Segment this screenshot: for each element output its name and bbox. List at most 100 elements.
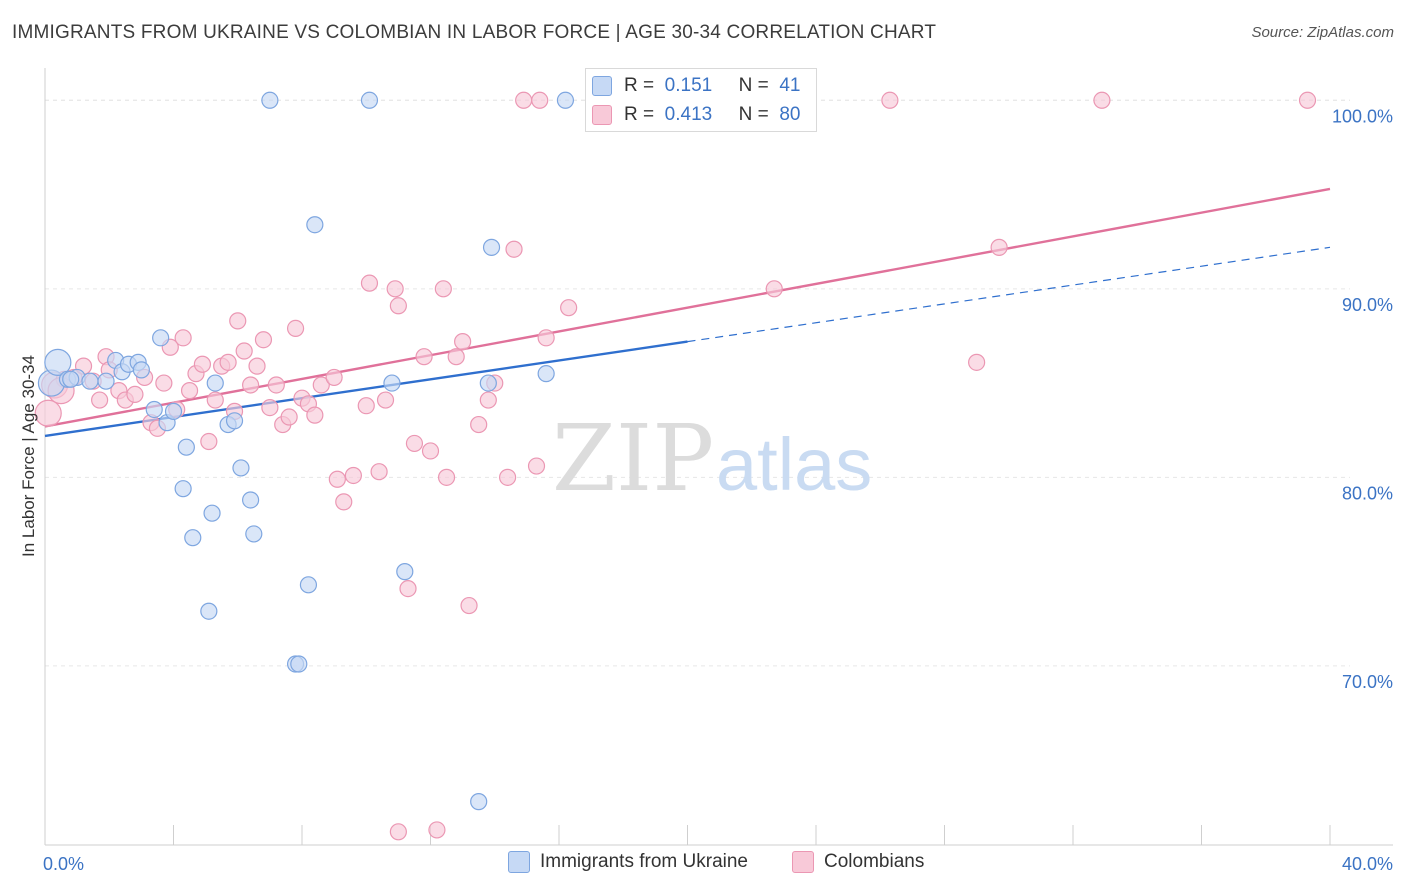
bottom-legend-colombians: Colombians xyxy=(792,851,924,873)
legend-n-label: N = xyxy=(738,75,769,96)
colombian-point xyxy=(505,240,523,258)
colombian-point xyxy=(261,398,279,417)
colombian-point xyxy=(312,376,330,394)
colombian-point xyxy=(267,376,285,394)
ukraine-point xyxy=(177,438,195,456)
colombian-point xyxy=(357,397,375,415)
ukraine-point xyxy=(44,348,72,376)
y-tick-label: 90.0% xyxy=(1342,295,1393,315)
colombian-point xyxy=(155,374,173,392)
colombian-point xyxy=(180,382,199,400)
colombian-point xyxy=(881,91,899,109)
bottom-legend-label-ukraine: Immigrants from Ukraine xyxy=(540,851,748,872)
ukraine-point xyxy=(232,459,250,477)
colombian-point xyxy=(248,357,266,375)
colombian-point xyxy=(515,91,533,109)
ukraine-point xyxy=(132,361,150,379)
ukraine-point xyxy=(299,576,318,594)
colombian-point xyxy=(174,329,192,347)
x-tick-label-min: 0.0% xyxy=(43,854,84,874)
colombian-point xyxy=(306,406,324,424)
colombian-point xyxy=(1298,91,1317,109)
ukraine-point xyxy=(145,400,163,419)
ukraine-point xyxy=(482,238,501,256)
source-label: Source: ZipAtlas.com xyxy=(1251,24,1394,41)
colombian-point xyxy=(560,299,578,317)
colombian-point xyxy=(219,353,237,371)
colombian-point xyxy=(328,470,346,488)
legend-swatch-ukraine xyxy=(592,76,612,96)
ukraine-point xyxy=(97,372,115,390)
colombian-point xyxy=(254,331,273,349)
colombian-trend-line xyxy=(44,187,1331,428)
legend-n-value-colombians: 80 xyxy=(779,104,801,125)
legend-n-value-ukraine: 41 xyxy=(779,75,801,96)
colombian-point xyxy=(370,463,388,481)
colombian-point xyxy=(389,297,407,315)
legend-row-ukraine: R = 0.151 N = 41 xyxy=(586,71,800,101)
colombian-point xyxy=(479,391,497,409)
y-axis-label: In Labor Force | Age 30-34 xyxy=(19,355,38,557)
grid-layer xyxy=(45,99,1350,667)
colombian-point xyxy=(990,238,1008,256)
ukraine-point xyxy=(174,480,192,498)
bottom-legend-label-colombians: Colombians xyxy=(824,851,925,872)
point-layer xyxy=(34,91,1317,841)
ukraine-point xyxy=(479,374,497,392)
legend-r-label: R = xyxy=(624,75,655,96)
colombian-point xyxy=(386,280,404,298)
watermark-zip: ZIP xyxy=(552,405,714,512)
ukraine-point xyxy=(290,655,308,673)
legend-r-value-ukraine: 0.151 xyxy=(664,75,713,96)
ukraine-point xyxy=(360,91,379,109)
colombian-point xyxy=(389,823,407,841)
colombian-point xyxy=(126,385,144,403)
colombian-point xyxy=(421,442,440,460)
axis-layer: 70.0% 80.0% 90.0% 100.0% 0.0% 40.0% xyxy=(43,68,1393,874)
ukraine-point xyxy=(396,563,414,581)
colombian-point xyxy=(193,355,212,373)
legend-swatch-colombians xyxy=(592,105,612,125)
colombian-point xyxy=(531,91,549,109)
colombian-point xyxy=(376,391,395,409)
ukraine-point xyxy=(184,529,202,547)
ukraine-point xyxy=(225,412,244,430)
colombian-point xyxy=(499,468,517,486)
ukraine-point xyxy=(261,91,279,109)
watermark-atlas: atlas xyxy=(716,423,872,506)
colombian-point xyxy=(415,348,433,366)
y-tick-label: 70.0% xyxy=(1342,672,1393,692)
chart-title: IMMIGRANTS FROM UKRAINE VS COLOMBIAN IN … xyxy=(12,22,937,43)
y-tick-label: 80.0% xyxy=(1342,483,1393,503)
ukraine-point xyxy=(164,402,183,420)
colombian-point xyxy=(537,329,555,347)
colombian-point xyxy=(235,342,253,360)
colombian-point xyxy=(280,408,298,426)
colombian-point xyxy=(242,376,260,394)
colombian-point xyxy=(34,399,62,427)
colombian-point xyxy=(335,493,353,511)
legend-row-colombians: R = 0.413 N = 80 xyxy=(586,100,800,130)
colombian-point xyxy=(447,348,465,366)
y-tick-label: 100.0% xyxy=(1332,106,1393,126)
colombian-point xyxy=(454,333,472,351)
colombian-point xyxy=(206,391,224,409)
colombian-point xyxy=(1093,91,1111,109)
ukraine-point xyxy=(200,602,218,620)
colombian-point xyxy=(968,353,986,371)
legend-n-label: N = xyxy=(738,104,769,125)
watermark: ZIP atlas xyxy=(552,405,872,512)
ukraine-trend-extension xyxy=(687,246,1331,343)
colombian-point xyxy=(344,466,362,485)
colombian-point xyxy=(325,368,343,387)
colombian-point xyxy=(470,415,488,434)
ukraine-point xyxy=(537,365,555,383)
ukraine-point xyxy=(470,793,488,811)
x-tick-label-max: 40.0% xyxy=(1342,854,1393,874)
legend-r-label: R = xyxy=(624,104,655,125)
bottom-legend-ukraine: Immigrants from Ukraine xyxy=(508,851,748,873)
ukraine-point xyxy=(81,372,99,390)
colombian-point xyxy=(765,280,783,298)
colombian-point xyxy=(434,280,452,298)
